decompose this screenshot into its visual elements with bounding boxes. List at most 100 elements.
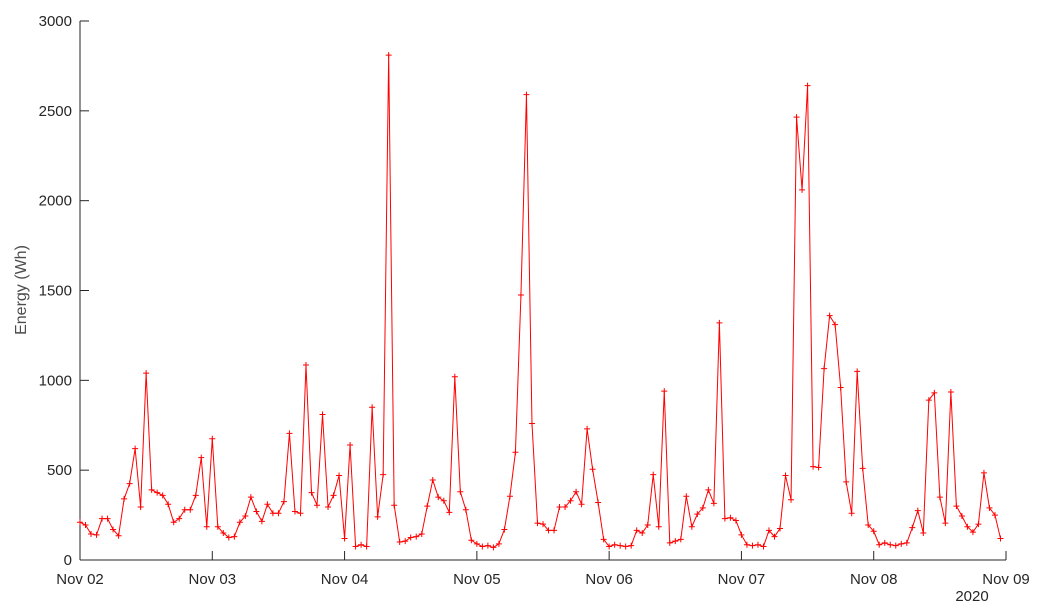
- data-marker: [352, 543, 359, 550]
- data-marker: [413, 533, 420, 540]
- data-marker: [854, 368, 861, 375]
- data-marker: [909, 524, 916, 531]
- data-marker: [308, 489, 315, 496]
- data-marker: [291, 508, 298, 515]
- data-marker: [573, 488, 580, 495]
- data-marker: [198, 454, 205, 461]
- data-marker: [920, 530, 927, 537]
- data-marker: [358, 541, 365, 548]
- data-marker: [969, 529, 976, 536]
- year-label: 2020: [955, 588, 988, 605]
- data-marker: [815, 464, 822, 471]
- x-tick-label: Nov 05: [453, 571, 501, 588]
- data-marker: [159, 492, 166, 499]
- data-marker: [826, 312, 833, 319]
- data-marker: [870, 528, 877, 535]
- data-marker: [716, 319, 723, 326]
- data-marker: [93, 531, 100, 538]
- data-marker: [799, 186, 806, 193]
- data-marker: [710, 500, 717, 507]
- y-tick-label: 1500: [39, 283, 72, 300]
- data-marker: [672, 538, 679, 545]
- data-marker: [209, 435, 216, 442]
- x-tick-label: Nov 02: [56, 571, 104, 588]
- series-line: [79, 55, 1001, 548]
- data-marker: [749, 542, 756, 549]
- data-marker: [898, 540, 905, 547]
- data-marker: [512, 449, 519, 456]
- data-marker: [788, 496, 795, 503]
- data-marker: [253, 508, 260, 515]
- data-marker: [341, 535, 348, 542]
- y-tick-label: 500: [47, 462, 72, 479]
- data-marker: [865, 521, 872, 528]
- data-marker: [876, 541, 883, 548]
- data-marker: [705, 486, 712, 493]
- data-marker: [754, 541, 761, 548]
- data-marker: [121, 495, 128, 502]
- data-marker: [892, 542, 899, 549]
- data-marker: [214, 523, 221, 530]
- data-marker: [220, 530, 227, 537]
- data-marker: [154, 489, 161, 496]
- data-marker: [402, 538, 409, 545]
- x-tick-label: Nov 08: [850, 571, 898, 588]
- data-marker: [126, 480, 133, 487]
- data-marker: [473, 540, 480, 547]
- data-marker: [562, 503, 569, 510]
- data-marker: [407, 534, 414, 541]
- data-marker: [925, 397, 932, 404]
- data-marker: [633, 527, 640, 534]
- data-marker: [319, 411, 326, 418]
- data-marker: [699, 504, 706, 511]
- data-marker: [914, 507, 921, 514]
- y-axis-label: Energy (Wh): [13, 245, 30, 335]
- x-tick-label: Nov 07: [718, 571, 766, 588]
- data-marker: [931, 389, 938, 396]
- data-marker: [980, 469, 987, 476]
- data-marker: [275, 510, 282, 517]
- data-marker: [810, 463, 817, 470]
- data-marker: [804, 82, 811, 89]
- data-marker: [170, 519, 177, 526]
- data-marker: [666, 539, 673, 546]
- y-tick-label: 2500: [39, 103, 72, 120]
- data-marker: [732, 517, 739, 524]
- data-marker: [793, 114, 800, 121]
- data-marker: [782, 472, 789, 479]
- data-marker: [694, 511, 701, 518]
- data-marker: [848, 510, 855, 517]
- data-marker: [617, 542, 624, 549]
- data-marker: [771, 533, 778, 540]
- data-marker: [88, 530, 95, 537]
- data-marker: [964, 523, 971, 530]
- data-marker: [688, 523, 695, 530]
- data-marker: [396, 539, 403, 546]
- data-marker: [545, 527, 552, 534]
- data-marker: [457, 488, 464, 495]
- data-marker: [325, 503, 332, 510]
- data-marker: [258, 518, 265, 525]
- data-marker: [429, 477, 436, 484]
- data-marker: [528, 420, 535, 427]
- data-marker: [77, 519, 83, 526]
- data-marker: [385, 52, 392, 59]
- data-marker: [551, 527, 558, 534]
- data-marker: [506, 493, 513, 500]
- data-marker: [611, 541, 618, 548]
- data-marker: [887, 541, 894, 548]
- data-marker: [622, 543, 629, 550]
- x-tick-label: Nov 04: [321, 571, 369, 588]
- data-marker: [727, 514, 734, 521]
- data-marker: [104, 515, 111, 522]
- data-marker: [738, 531, 745, 538]
- data-marker: [280, 498, 287, 505]
- data-marker: [484, 542, 491, 549]
- y-tick-label: 3000: [39, 13, 72, 30]
- data-marker: [424, 503, 431, 510]
- data-marker: [760, 543, 767, 550]
- data-marker: [286, 430, 293, 437]
- data-marker: [677, 536, 684, 543]
- data-marker: [380, 471, 387, 478]
